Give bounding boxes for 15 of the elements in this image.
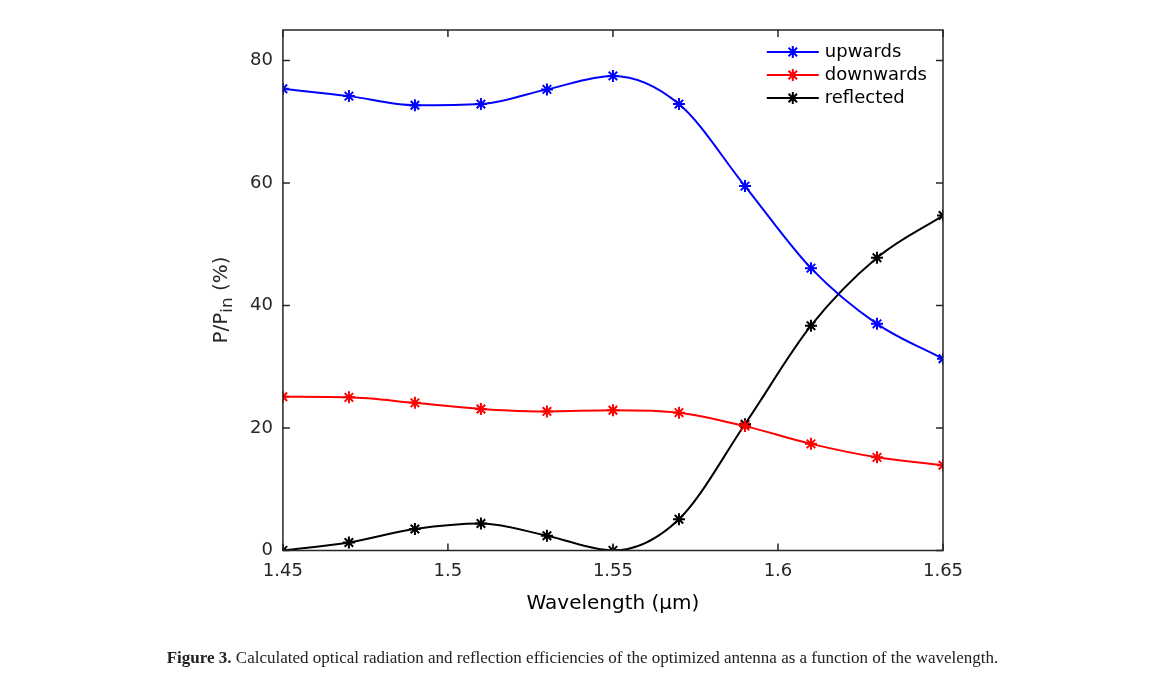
x-tick-label: 1.45	[262, 558, 303, 580]
legend-label: upwards	[824, 39, 902, 61]
y-tick-label: 0	[261, 538, 273, 560]
legend-label: downwards	[824, 62, 928, 84]
x-tick-label: 1.5	[433, 558, 463, 580]
y-tick-label: 60	[250, 170, 273, 192]
y-tick-label: 20	[250, 415, 273, 437]
caption: Figure 3. Calculated optical radiation and reflection efficiencies of the optimized antenna as a function of the wavelength.	[165, 648, 1000, 668]
x-tick-label: 1.6	[763, 558, 793, 580]
x-axis-title: Wavelength (μm)	[526, 590, 700, 615]
legend-label: reflected	[824, 85, 905, 107]
y-tick-label: 80	[250, 48, 273, 70]
x-tick-label: 1.55	[592, 558, 633, 580]
x-tick-label: 1.65	[922, 558, 964, 580]
y-tick-label: 40	[250, 293, 273, 315]
